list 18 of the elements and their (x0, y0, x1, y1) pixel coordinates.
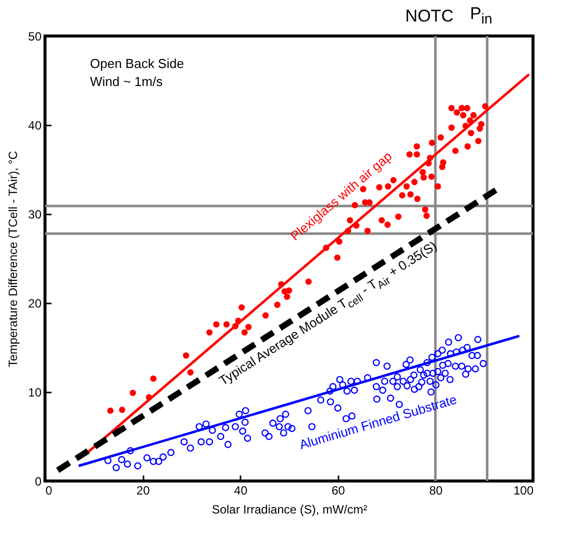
y-tick-label: 20 (28, 296, 42, 310)
ref-line-label: P$_{in}$ (470, 4, 492, 28)
x-tick-label: 0 (46, 484, 52, 498)
x-tick-label: 100 (513, 484, 534, 498)
annotation: Wind ~ 1m/s (90, 74, 164, 89)
ref-line-label: NOTC (405, 6, 454, 26)
y-tick-label: 30 (28, 208, 42, 222)
annotation: Open Back Side (90, 56, 184, 71)
y-tick-label: 10 (28, 386, 42, 400)
y-tick-label: 50 (28, 30, 42, 44)
x-tick-label: 80 (429, 484, 443, 498)
y-tick-label: 40 (28, 118, 42, 132)
x-axis-title: Solar Irradiance (S), mW/cm² (212, 502, 368, 516)
y-tick-label: 0 (34, 474, 42, 488)
x-tick-label: 60 (332, 484, 346, 498)
x-tick-label: 20 (136, 484, 150, 498)
y-axis-title: Temperature Difference (TCell - TAir), °C (6, 150, 20, 368)
x-tick-label: 40 (234, 484, 248, 498)
